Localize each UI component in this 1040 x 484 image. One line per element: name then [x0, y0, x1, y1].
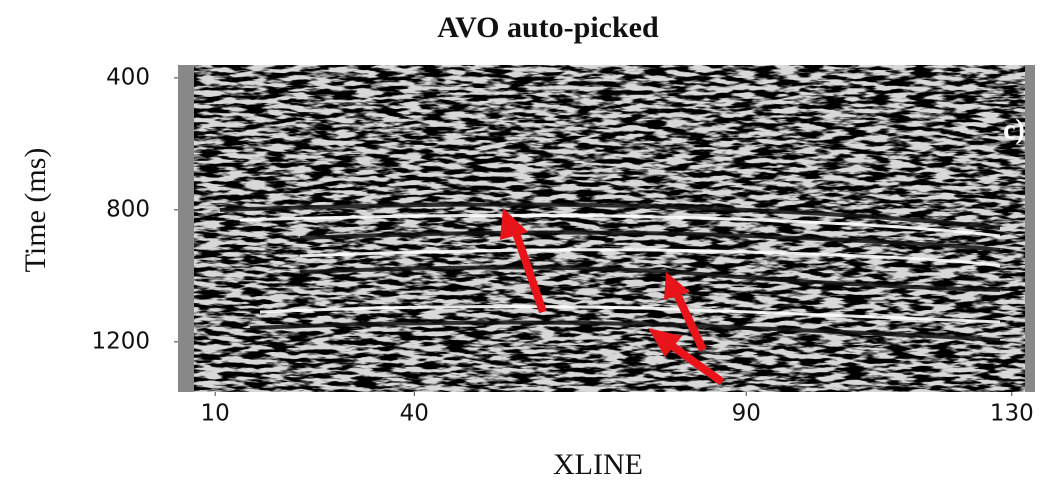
- y-axis-label: Time (ms): [19, 148, 52, 273]
- arrows: [500, 208, 725, 386]
- y-tick-label: 800: [106, 196, 150, 222]
- x-axis-label: XLINE: [553, 448, 643, 481]
- x-tick-label: 130: [990, 401, 1034, 427]
- chart-title: AVO auto-picked: [437, 11, 659, 44]
- x-tick-label: 10: [201, 401, 230, 427]
- seismic-image: [178, 65, 1035, 392]
- y-tick-label: 400: [106, 64, 150, 90]
- panel-label: c): [1003, 114, 1025, 145]
- x-tick-label: 40: [400, 401, 429, 427]
- y-tick-label: 1200: [91, 328, 150, 354]
- x-tick-label: 90: [732, 401, 761, 427]
